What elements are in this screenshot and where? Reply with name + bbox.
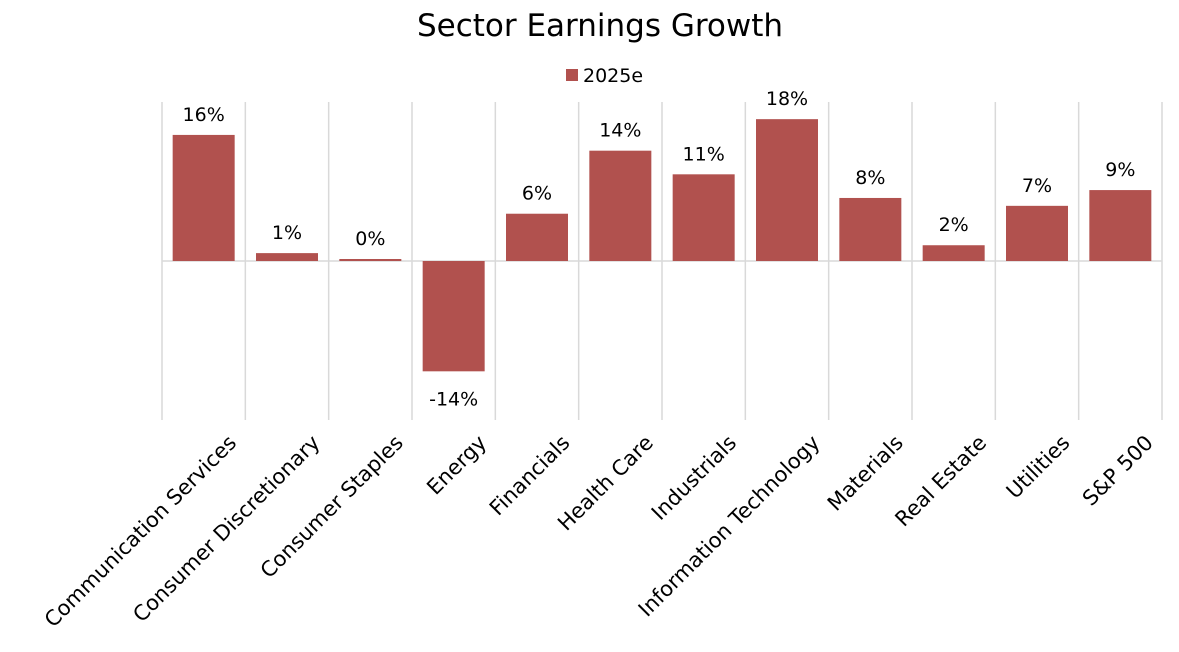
- data-label-communication-services: 16%: [183, 104, 225, 126]
- x-tick-label-consumer-staples: Consumer Staples: [256, 431, 408, 583]
- data-label-materials: 8%: [855, 167, 885, 189]
- data-label-consumer-staples: 0%: [355, 228, 385, 250]
- x-tick-label-energy: Energy: [422, 431, 491, 500]
- data-label-utilities: 7%: [1022, 175, 1052, 197]
- bar-consumer-discretionary: [256, 253, 318, 261]
- chart-title: Sector Earnings Growth: [416, 8, 784, 44]
- x-tick-label-utilities: Utilities: [1002, 431, 1075, 504]
- data-label-sandp-500: 9%: [1105, 159, 1135, 181]
- bar-materials: [839, 197, 902, 261]
- data-label-real-estate: 2%: [939, 214, 969, 236]
- gridlines: [161, 102, 1163, 420]
- legend-swatch: [566, 69, 578, 81]
- x-tick-label-sandp-500: S&P 500: [1078, 431, 1158, 511]
- bar-consumer-staples: [339, 259, 402, 261]
- bar-financials: [506, 213, 568, 261]
- bar-real-estate: [922, 245, 985, 261]
- data-label-consumer-discretionary: 1%: [272, 222, 302, 244]
- bar-industrials: [672, 174, 735, 261]
- data-label-health-care: 14%: [599, 120, 641, 142]
- data-label-financials: 6%: [522, 183, 552, 205]
- data-labels: 16% 1% 0% -14% 6% 14% 11% 18% 8% 2% 7% 9%: [183, 88, 1136, 410]
- bar-utilities: [1006, 205, 1068, 261]
- bar-information-technology: [756, 119, 818, 261]
- bar-energy: [422, 261, 485, 372]
- x-tick-label-materials: Materials: [823, 431, 908, 516]
- legend-label: 2025e: [583, 65, 643, 87]
- bar-communication-services: [172, 134, 235, 261]
- data-label-information-technology: 18%: [766, 88, 808, 110]
- bar-health-care: [589, 150, 652, 261]
- bars: [172, 119, 1152, 372]
- x-tick-label-financials: Financials: [485, 431, 575, 521]
- legend: 2025e: [566, 65, 643, 87]
- data-label-industrials: 11%: [683, 143, 725, 165]
- data-label-energy: -14%: [429, 388, 478, 410]
- bar-sandp-500: [1089, 190, 1152, 261]
